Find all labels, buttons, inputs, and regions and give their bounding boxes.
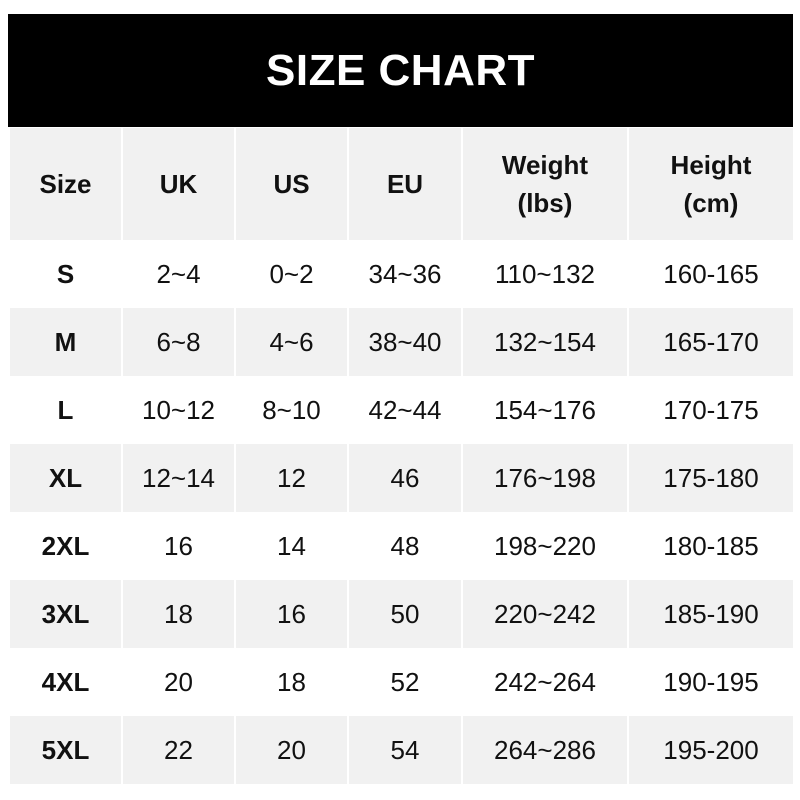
column-header-text: (lbs): [517, 188, 573, 218]
table-cell: 46: [347, 444, 463, 512]
table-cell: 154~176: [461, 376, 629, 444]
column-header: Height (cm): [627, 128, 795, 240]
table-cell: 6~8: [121, 308, 236, 376]
table-cell: 4~6: [234, 308, 349, 376]
table-cell: 48: [347, 512, 463, 580]
table-cell: 8~10: [234, 376, 349, 444]
table-cell: 42~44: [347, 376, 463, 444]
column-header: Weight (lbs): [461, 128, 629, 240]
table-cell: 242~264: [461, 648, 629, 716]
table-cell: 220~242: [461, 580, 629, 648]
column-header-text: EU: [386, 169, 424, 199]
size-table: Size UK US EU Weight (lbs) Height (cm) S 2~4 0~2 3…: [8, 128, 795, 784]
table-cell: 10~12: [121, 376, 236, 444]
table-cell: 52: [347, 648, 463, 716]
size-cell: M: [8, 308, 123, 376]
table-cell: 14: [234, 512, 349, 580]
table-cell: 12: [234, 444, 349, 512]
table-row: 5XL 22 20 54 264~286 195-200: [8, 716, 795, 784]
table-cell: 20: [234, 716, 349, 784]
column-header: EU: [347, 128, 463, 240]
table-row: 4XL 20 18 52 242~264 190-195: [8, 648, 795, 716]
table-cell: 132~154: [461, 308, 629, 376]
table-row: 3XL 18 16 50 220~242 185-190: [8, 580, 795, 648]
column-header: UK: [121, 128, 236, 240]
table-row: XL 12~14 12 46 176~198 175-180: [8, 444, 795, 512]
table-row: 2XL 16 14 48 198~220 180-185: [8, 512, 795, 580]
table-cell: 175-180: [627, 444, 795, 512]
table-cell: 165-170: [627, 308, 795, 376]
size-cell: 5XL: [8, 716, 123, 784]
table-cell: 185-190: [627, 580, 795, 648]
table-row: L 10~12 8~10 42~44 154~176 170-175: [8, 376, 795, 444]
column-header: Size: [8, 128, 123, 240]
table-cell: 12~14: [121, 444, 236, 512]
table-cell: 16: [121, 512, 236, 580]
table-cell: 50: [347, 580, 463, 648]
table-cell: 195-200: [627, 716, 795, 784]
size-cell: 3XL: [8, 580, 123, 648]
size-cell: 2XL: [8, 512, 123, 580]
table-cell: 34~36: [347, 240, 463, 308]
table-cell: 2~4: [121, 240, 236, 308]
table-cell: 54: [347, 716, 463, 784]
table-cell: 170-175: [627, 376, 795, 444]
size-cell: 4XL: [8, 648, 123, 716]
table-cell: 198~220: [461, 512, 629, 580]
column-header: US: [234, 128, 349, 240]
table-cell: 180-185: [627, 512, 795, 580]
column-header-text: Height: [670, 150, 752, 180]
table-cell: 190-195: [627, 648, 795, 716]
header-row: Size UK US EU Weight (lbs) Height (cm): [8, 128, 795, 240]
chart-title: SIZE CHART: [8, 14, 793, 127]
table-cell: 18: [121, 580, 236, 648]
column-header-text: Weight: [501, 150, 589, 180]
column-header-text: Size: [39, 169, 92, 199]
size-chart: SIZE CHART Size UK US EU Weight (lbs) Height (c…: [8, 14, 795, 784]
size-cell: S: [8, 240, 123, 308]
size-cell: XL: [8, 444, 123, 512]
table-cell: 22: [121, 716, 236, 784]
table-cell: 110~132: [461, 240, 629, 308]
table-cell: 160-165: [627, 240, 795, 308]
table-row: S 2~4 0~2 34~36 110~132 160-165: [8, 240, 795, 308]
table-cell: 38~40: [347, 308, 463, 376]
table-cell: 264~286: [461, 716, 629, 784]
table-cell: 0~2: [234, 240, 349, 308]
table-row: M 6~8 4~6 38~40 132~154 165-170: [8, 308, 795, 376]
column-header-text: UK: [159, 169, 198, 199]
table-cell: 16: [234, 580, 349, 648]
table-cell: 176~198: [461, 444, 629, 512]
size-cell: L: [8, 376, 123, 444]
column-header-text: US: [273, 169, 310, 199]
column-header-text: (cm): [683, 188, 739, 218]
table-cell: 20: [121, 648, 236, 716]
table-cell: 18: [234, 648, 349, 716]
